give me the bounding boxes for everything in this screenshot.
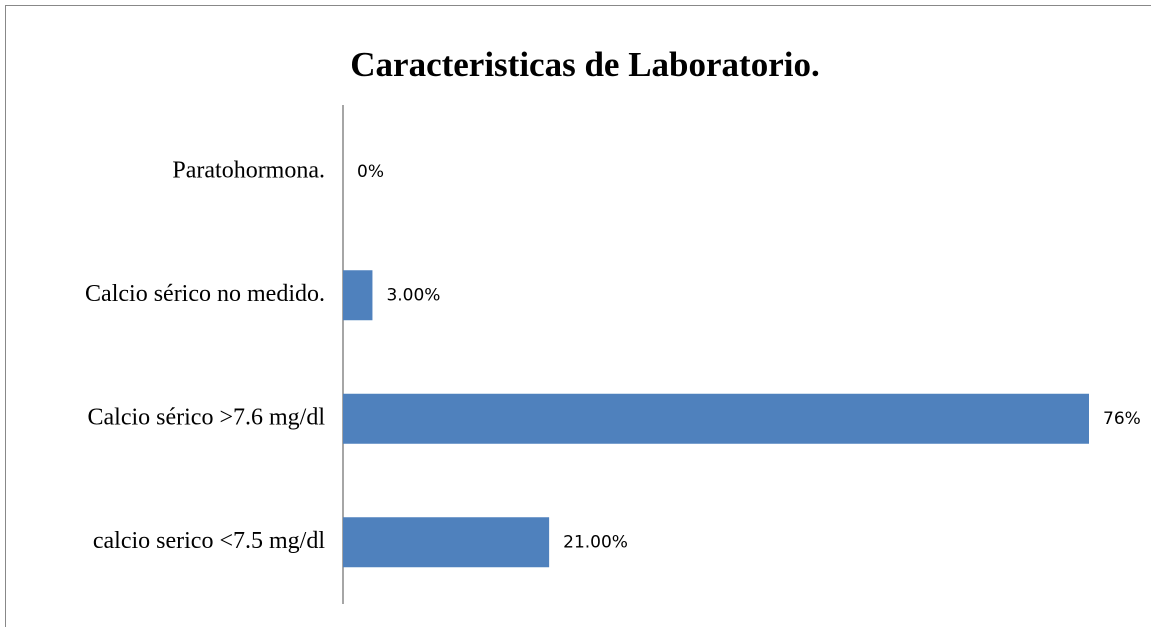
category-label: Paratohormona. [172, 157, 325, 183]
category-label: calcio serico <7.5 mg/dl [93, 528, 325, 554]
value-label: 21.00% [563, 532, 628, 552]
category-label: Calcio sérico >7.6 mg/dl [88, 404, 326, 430]
chart-title: Caracteristicas de Laboratorio. [350, 45, 819, 84]
bar [343, 517, 550, 568]
value-label: 76% [1103, 409, 1141, 429]
chart-border [5, 5, 1151, 627]
category-label: Calcio sérico no medido. [85, 281, 325, 307]
bar [343, 270, 373, 321]
bar [343, 393, 1089, 444]
value-label: 0% [357, 162, 384, 182]
value-label: 3.00% [386, 285, 440, 305]
